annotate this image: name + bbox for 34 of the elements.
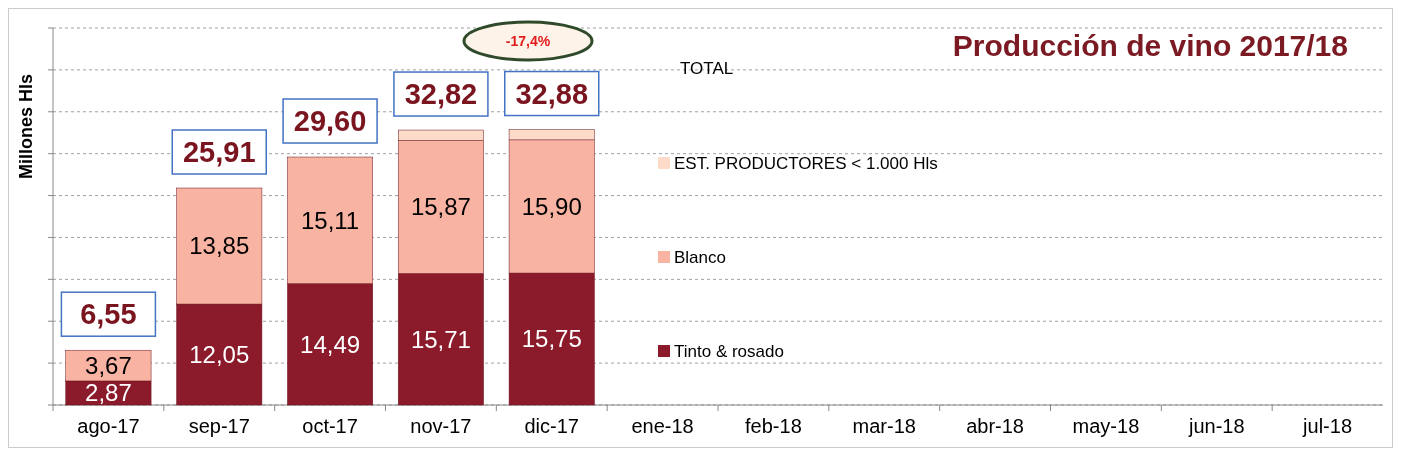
- legend-label: Blanco: [674, 247, 726, 267]
- total-label: 32,82: [404, 78, 478, 111]
- x-tick-label: ene-18: [631, 415, 694, 437]
- data-label: 15,87: [410, 193, 471, 221]
- total-label: 32,88: [515, 77, 589, 110]
- data-label: 15,71: [410, 325, 471, 353]
- x-tick-label: oct-17: [302, 415, 358, 437]
- chart-title: Producción de vino 2017/18: [952, 29, 1348, 62]
- data-label: 14,49: [300, 330, 361, 358]
- y-axis-title: Millones Hls: [16, 73, 36, 180]
- total-label: 6,55: [80, 298, 137, 331]
- x-tick-label: nov-17: [410, 415, 472, 437]
- x-tick-label: dic-17: [524, 415, 579, 437]
- legend-label: Tinto & rosado: [674, 341, 784, 361]
- x-tick-label: jun-18: [1187, 415, 1245, 437]
- x-tick-label: ago-17: [77, 415, 140, 437]
- x-tick-label: may-18: [1072, 415, 1140, 437]
- data-label: 15,75: [521, 325, 582, 353]
- data-label: 2,87: [85, 379, 132, 407]
- x-tick-label: mar-18: [852, 415, 916, 437]
- total-label: 25,91: [182, 136, 256, 169]
- data-label: 15,90: [521, 192, 582, 220]
- x-tick-label: jul-18: [1302, 415, 1353, 437]
- x-tick-label: abr-18: [966, 415, 1024, 437]
- data-label: 12,05: [189, 340, 250, 368]
- x-tick-label: sep-17: [188, 415, 250, 437]
- legend-title: TOTAL: [680, 58, 734, 78]
- data-label: 15,11: [300, 206, 360, 234]
- annotation: -17,4%: [505, 32, 551, 49]
- data-label: 13,85: [189, 232, 250, 260]
- x-tick-label: feb-18: [745, 415, 802, 437]
- data-label: 3,67: [85, 351, 132, 379]
- legend-label: EST. PRODUCTORES < 1.000 Hls: [674, 153, 938, 173]
- total-label: 29,60: [293, 105, 367, 138]
